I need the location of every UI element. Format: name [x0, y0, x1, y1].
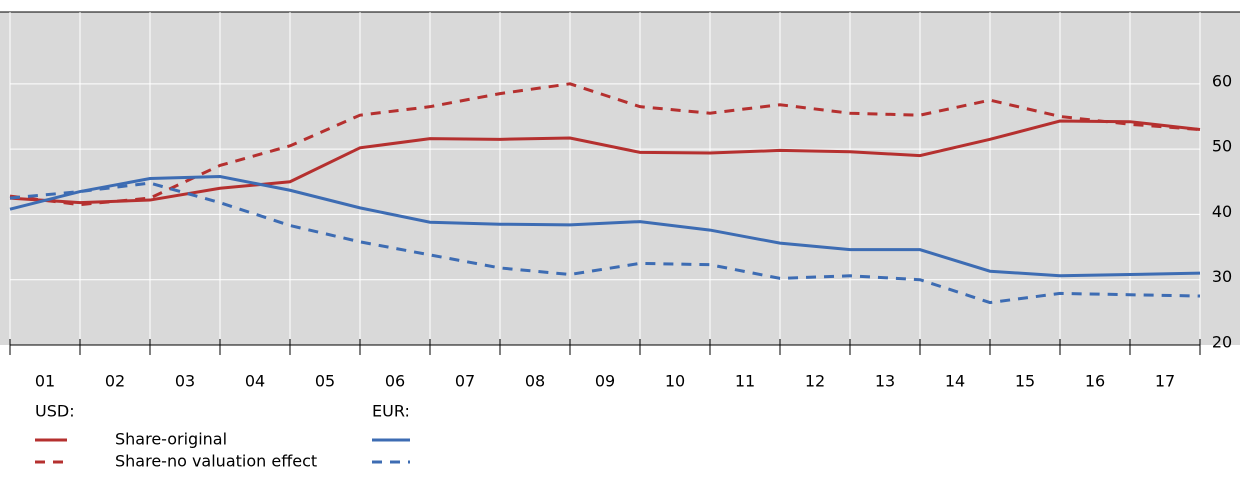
y-tick-label: 60: [1212, 71, 1232, 90]
y-tick-label: 50: [1212, 137, 1232, 156]
x-tick-label: 06: [385, 372, 405, 391]
plot-background: [0, 12, 1240, 345]
legend-label: Share-original: [115, 430, 227, 449]
x-tick-label: 12: [805, 372, 825, 391]
x-tick-label: 01: [35, 372, 55, 391]
y-tick-label: 30: [1212, 267, 1232, 286]
x-tick-label: 03: [175, 372, 195, 391]
legend-label: Share-no valuation effect: [115, 452, 317, 471]
y-tick-label: 20: [1212, 333, 1232, 352]
series-line: [9, 181, 1201, 305]
x-tick-label: 13: [875, 372, 895, 391]
series-line: [9, 82, 1201, 207]
x-tick-label: 04: [245, 372, 265, 391]
series-line: [9, 119, 1201, 205]
x-tick-label: 17: [1155, 372, 1175, 391]
x-tick-label: 15: [1015, 372, 1035, 391]
x-tick-label: 02: [105, 372, 125, 391]
x-tick-label: 10: [665, 372, 685, 391]
x-tick-label: 08: [525, 372, 545, 391]
x-tick-label: 14: [945, 372, 965, 391]
y-tick-label: 40: [1212, 202, 1232, 221]
legend-group: EUR:: [372, 402, 410, 421]
x-tick-label: 11: [735, 372, 755, 391]
series-line: [9, 175, 1201, 278]
legend-group: USD:: [35, 402, 75, 421]
x-tick-label: 16: [1085, 372, 1105, 391]
x-tick-label: 09: [595, 372, 615, 391]
x-tick-label: 07: [455, 372, 475, 391]
x-tick-label: 05: [315, 372, 335, 391]
